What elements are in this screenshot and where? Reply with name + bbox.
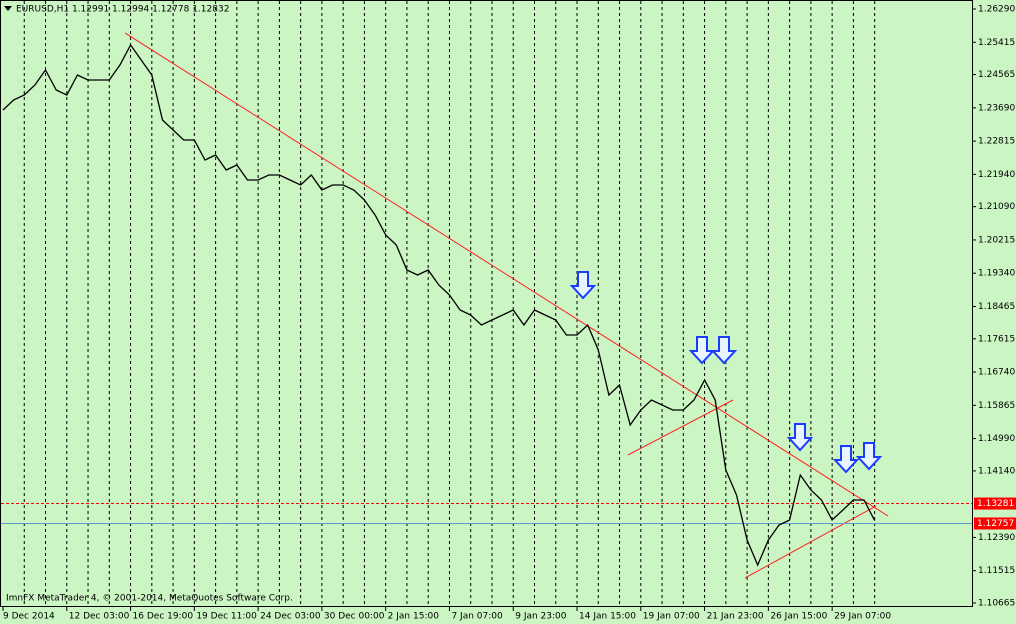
x-tick-label: 19 Dec 11:00 <box>196 612 257 622</box>
arrow <box>855 442 883 471</box>
grid <box>23 1 876 606</box>
x-tick-label: 19 Jan 07:00 <box>643 612 700 622</box>
y-tick-label: 1.23690 <box>978 103 1015 113</box>
arrow <box>569 271 597 300</box>
x-tick-label: 21 Jan 23:00 <box>707 612 764 622</box>
footer: ImnFX MetaTrader 4, © 2001-2014, MetaQuo… <box>6 594 293 604</box>
y-tick-label: 1.16740 <box>978 368 1015 378</box>
x-tick-label: 12 Dec 03:00 <box>69 612 130 622</box>
y-tick-label: 1.18465 <box>978 302 1015 312</box>
y-tick-label: 1.10665 <box>978 599 1015 609</box>
y-tick-label: 1.14990 <box>978 434 1015 444</box>
y-tick-label: 1.14140 <box>978 466 1015 476</box>
x-tick-label: 30 Dec 00:00 <box>324 612 385 622</box>
y-tick-label: 1.25415 <box>978 38 1015 48</box>
x-tick-label: 26 Jan 15:00 <box>770 612 827 622</box>
x-tick-label: 29 Jan 07:00 <box>834 612 891 622</box>
trend-line <box>627 399 734 456</box>
price-line-series <box>2 43 876 567</box>
y-tick-label: 1.20215 <box>978 235 1015 245</box>
y-tick-label: 1.12390 <box>978 533 1015 543</box>
x-tick-label: 9 Dec 2014 <box>3 612 55 622</box>
x-tick-label: 2 Jan 15:00 <box>388 612 440 622</box>
y-tick-label: 1.26290 <box>978 5 1015 15</box>
x-tick-label: 9 Jan 23:00 <box>515 612 567 622</box>
y-tick-label: 1.21940 <box>978 170 1015 180</box>
menu-triangle <box>4 6 12 11</box>
x-tick-label: 7 Jan 07:00 <box>451 612 503 622</box>
arrows <box>569 271 883 474</box>
arrow <box>710 336 738 365</box>
arrow <box>786 423 814 452</box>
arrow <box>832 445 860 474</box>
arrow <box>688 336 716 365</box>
trend-line <box>124 32 889 517</box>
price-label-bg <box>974 517 1016 530</box>
y-tick-label: 1.19340 <box>978 269 1015 279</box>
chart-title: EURUSD,H1 1.12991 1.12994 1.12778 1.1283… <box>16 5 229 15</box>
plot-frame <box>0 0 973 607</box>
x-tick-label: 24 Dec 03:00 <box>260 612 321 622</box>
y-tick-label: 1.21090 <box>978 202 1015 212</box>
y-tick-label: 1.15865 <box>978 401 1015 411</box>
price-label: 1.13281 <box>977 499 1014 509</box>
y-tick-label: 1.24565 <box>978 70 1015 80</box>
y-tick-label: 1.11515 <box>978 566 1015 576</box>
trend-line <box>744 505 877 579</box>
price-label: 1.12757 <box>977 519 1014 529</box>
x-tick-label: 16 Dec 19:00 <box>133 612 194 622</box>
y-tick-label: 1.17615 <box>978 334 1015 344</box>
y-tick-label: 1.22815 <box>978 137 1015 147</box>
trend-lines <box>124 32 889 579</box>
price-label-bg <box>974 497 1016 510</box>
x-tick-label: 14 Jan 15:00 <box>579 612 636 622</box>
